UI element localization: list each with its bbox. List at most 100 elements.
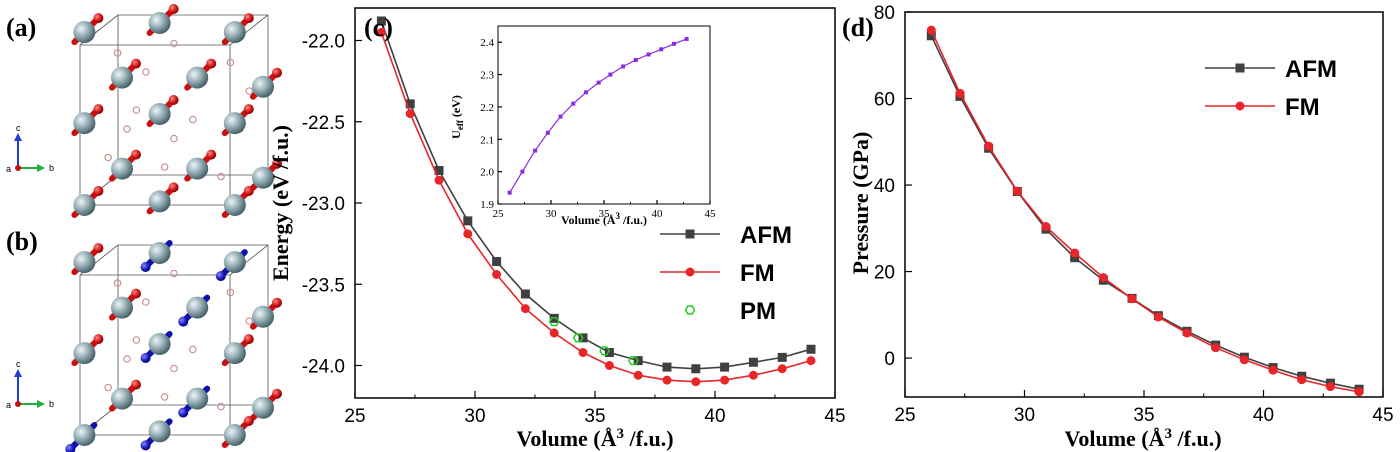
legend-marker [684, 305, 696, 315]
anion-atom [170, 364, 178, 373]
y-tick-label: -23.5 [302, 275, 345, 296]
data-point-fm [691, 377, 701, 387]
inset-data-point [558, 114, 563, 119]
inset-data-point [621, 64, 626, 69]
legend-entry-pm: PM [684, 298, 776, 325]
data-point-afm [376, 16, 386, 26]
data-point-afm [405, 99, 415, 109]
data-point-afm [434, 166, 444, 175]
metal-atom [73, 194, 96, 216]
y-axis-title: Energy (eV /f.u.) [268, 125, 293, 281]
spin-head [140, 440, 151, 451]
data-point-afm [604, 348, 614, 357]
legend-entry-fm: FM [660, 260, 775, 287]
series-group [376, 16, 816, 387]
inset-data-point [507, 190, 512, 195]
metal-atom [186, 296, 209, 319]
metal-atom [73, 112, 96, 135]
data-point-fm [1070, 248, 1080, 258]
spin-head [93, 243, 104, 254]
anion-atom [245, 317, 254, 325]
metal-atom [186, 387, 209, 410]
anion-atom [160, 393, 169, 401]
legend-entry-fm: FM [1205, 94, 1320, 121]
data-point-fm [720, 375, 730, 385]
data-point-fm [1325, 382, 1335, 392]
axis-label-a-a: a [6, 164, 11, 174]
data-point-afm [926, 31, 936, 41]
inset-data-point [608, 72, 613, 77]
metal-atom [223, 424, 246, 446]
axis-ticks: 25 30 35 40 45 -22.0 -22.5 -23.0 -23.5 -24.0 [302, 32, 846, 428]
spin-head [131, 58, 141, 69]
axis-label-b-a: b [49, 163, 54, 173]
data-point-fm [926, 25, 936, 35]
inset-axis-ticks: 25 30 35 40 45 1.9 2.0 2.1 2.2 2.3 2.4 [480, 37, 716, 220]
x-tick-label: 40 [1253, 405, 1274, 426]
anion-atom [189, 345, 197, 354]
spin-head [243, 334, 254, 345]
series-line-fm [380, 32, 812, 383]
crystal-structure-fm [71, 4, 282, 218]
y-tick-label: 2.2 [480, 102, 494, 114]
spin-head [168, 95, 179, 105]
spin-head [131, 379, 141, 390]
pressure-volume-chart: 25 30 35 40 45 0 20 40 60 80 (d) Volume (Å3 /f.u.… [842, 3, 1394, 451]
y-tick-label: 2.1 [480, 134, 494, 146]
data-point-fm [1098, 273, 1108, 283]
metal-atom [252, 166, 274, 189]
metal-atom [223, 112, 246, 135]
y-tick-label: 20 [874, 263, 895, 284]
anion-atom [123, 355, 131, 363]
y-tick-label: -24.0 [302, 357, 345, 378]
data-point-fm [578, 348, 588, 357]
y-tick-label: 2.0 [480, 167, 494, 179]
series-group [926, 25, 1364, 397]
x-tick-label: 45 [1372, 405, 1393, 426]
x-tick-label: 40 [652, 208, 664, 220]
data-point-afm [806, 344, 816, 354]
spin-head [93, 186, 104, 196]
legend: AFM FM PM [660, 222, 792, 325]
spin-head [243, 104, 254, 115]
legend-label: AFM [1285, 56, 1337, 83]
data-point-fm [1127, 294, 1137, 304]
data-point-fm [463, 229, 473, 239]
legend-entry-afm: AFM [1205, 56, 1337, 83]
spin-head [140, 353, 151, 363]
data-point-fm [376, 27, 386, 37]
spin-head [93, 334, 104, 345]
spin-head [243, 186, 254, 196]
inset-data-point [596, 80, 601, 85]
x-axis-title: Volume (Å3 /f.u.) [1064, 426, 1221, 451]
inset-data-point [633, 57, 638, 62]
anion-atom [104, 153, 113, 162]
data-point-fm [1182, 328, 1192, 338]
inset-y-axis-title: Ueff (eV) [449, 95, 465, 139]
x-tick-label: 40 [704, 406, 725, 427]
data-point-fm [405, 109, 415, 119]
series-afm [926, 31, 1364, 394]
spin-head [272, 297, 282, 308]
x-tick-label: 35 [599, 208, 611, 220]
inset-frame [497, 25, 711, 205]
x-tick-label: 30 [546, 208, 558, 220]
data-point-fm [1041, 222, 1051, 232]
data-point-fm [1012, 186, 1022, 196]
panel-label-b: (b) [6, 227, 38, 256]
legend-marker [685, 229, 695, 239]
anion-atom [104, 383, 113, 392]
metal-atom [186, 157, 209, 180]
inset-series [507, 36, 689, 195]
anion-atom [113, 49, 122, 57]
data-point-afm [492, 257, 502, 266]
legend-label: FM [1285, 94, 1320, 121]
data-point-afm [720, 362, 730, 372]
anion-atom [170, 269, 178, 278]
axis-label-c-a: c [16, 123, 21, 133]
anion-atom [217, 402, 225, 411]
spin-head [272, 388, 282, 399]
metal-atom [111, 66, 133, 89]
metal-atom [148, 333, 171, 355]
data-point-fm [492, 270, 502, 279]
